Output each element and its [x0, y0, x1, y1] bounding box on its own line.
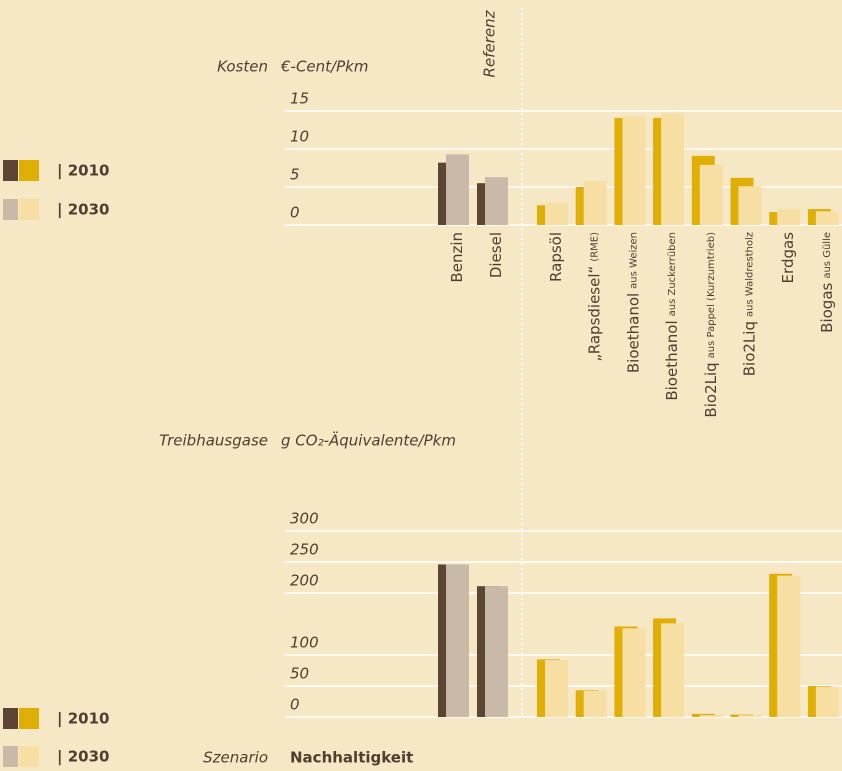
category-name: „Rapsdiesel“ [585, 266, 603, 362]
bar [583, 690, 607, 717]
bar [777, 209, 801, 225]
legend-label: | 2030 [57, 748, 109, 767]
y-tick-label: 10 [290, 128, 309, 146]
category-note: aus Zuckerrüben [667, 232, 678, 316]
category-name: Diesel [487, 232, 505, 278]
y-tick-label: 15 [290, 90, 309, 108]
y-tick-label: 300 [290, 510, 319, 528]
chart-title: Treibhausgase [159, 432, 268, 450]
bar [699, 164, 723, 225]
category-name: Bio2Liq [701, 362, 719, 417]
category-note: (RME) [590, 232, 601, 262]
bar [485, 177, 508, 225]
bar [661, 113, 685, 225]
x-tick-label: Bioethanol aus Zuckerrüben [663, 232, 681, 401]
category-name: Benzin [448, 232, 466, 283]
legend-label: | 2010 [57, 710, 109, 729]
x-tick-label: Bioethanol aus Weizen [624, 232, 642, 373]
y-tick-label: 50 [290, 665, 309, 683]
category-name: Biogas [817, 282, 835, 332]
x-tick-label: Bio2Liq aus Pappel (Kurzumtrieb) [701, 232, 719, 418]
category-name: Bioethanol [663, 320, 681, 400]
legend-swatch [3, 708, 18, 729]
bar [815, 686, 839, 717]
bar [777, 575, 801, 717]
y-tick-label: 200 [290, 572, 319, 590]
y-tick-label: 100 [290, 634, 319, 652]
category-name: Bio2Liq [740, 321, 758, 376]
y-tick-label: 0 [290, 204, 300, 222]
legend-swatch [19, 160, 39, 181]
bar [738, 715, 762, 717]
bar [485, 586, 508, 717]
x-tick-label: Biogas aus Gülle [817, 232, 835, 333]
bar [446, 564, 469, 717]
category-name: Erdgas [779, 232, 797, 284]
category-name: Rapsöl [547, 232, 565, 282]
category-name: Bioethanol [624, 293, 642, 373]
y-axis-label: €-Cent/Pkm [280, 58, 368, 76]
legend-swatch [19, 708, 39, 729]
bar [815, 211, 839, 225]
y-tick-label: 0 [290, 696, 300, 714]
legend-swatch [19, 199, 39, 220]
y-tick-label: 5 [290, 166, 300, 184]
scenario-label: Szenario [203, 749, 268, 767]
legend-swatch [19, 746, 39, 767]
x-tick-label: „Rapsdiesel“ (RME) [585, 232, 603, 362]
x-tick-label: Benzin [448, 232, 466, 283]
chart-title: Kosten [217, 58, 268, 76]
bar [545, 659, 568, 717]
x-tick-label: Bio2Liq aus Waldrestholz [740, 232, 758, 376]
legend-label: | 2010 [57, 162, 109, 181]
legend-swatch [3, 746, 18, 767]
category-note: aus Gülle [822, 232, 833, 279]
y-tick-label: 250 [290, 541, 319, 559]
legend-swatch [3, 160, 18, 181]
bar [661, 623, 685, 717]
category-note: aus Weizen [628, 232, 639, 289]
bar [699, 715, 723, 717]
reference-label: Referenz [481, 9, 499, 77]
y-axis-label: g CO₂-Äquivalente/Pkm [281, 431, 456, 450]
category-note: aus Pappel (Kurzumtrieb) [706, 232, 717, 358]
bar [583, 180, 607, 225]
bar [738, 186, 762, 225]
bar [446, 154, 469, 225]
bar [622, 628, 646, 717]
bar [622, 116, 646, 225]
bar [545, 202, 568, 225]
scenario: Nachhaltigkeit [290, 749, 413, 767]
x-tick-label: Erdgas [779, 232, 797, 284]
category-note: aus Waldrestholz [745, 232, 756, 317]
legend-label: | 2030 [57, 201, 109, 220]
legend-swatch [3, 199, 18, 220]
x-tick-label: Diesel [487, 232, 505, 278]
x-tick-label: Rapsöl [547, 232, 565, 282]
